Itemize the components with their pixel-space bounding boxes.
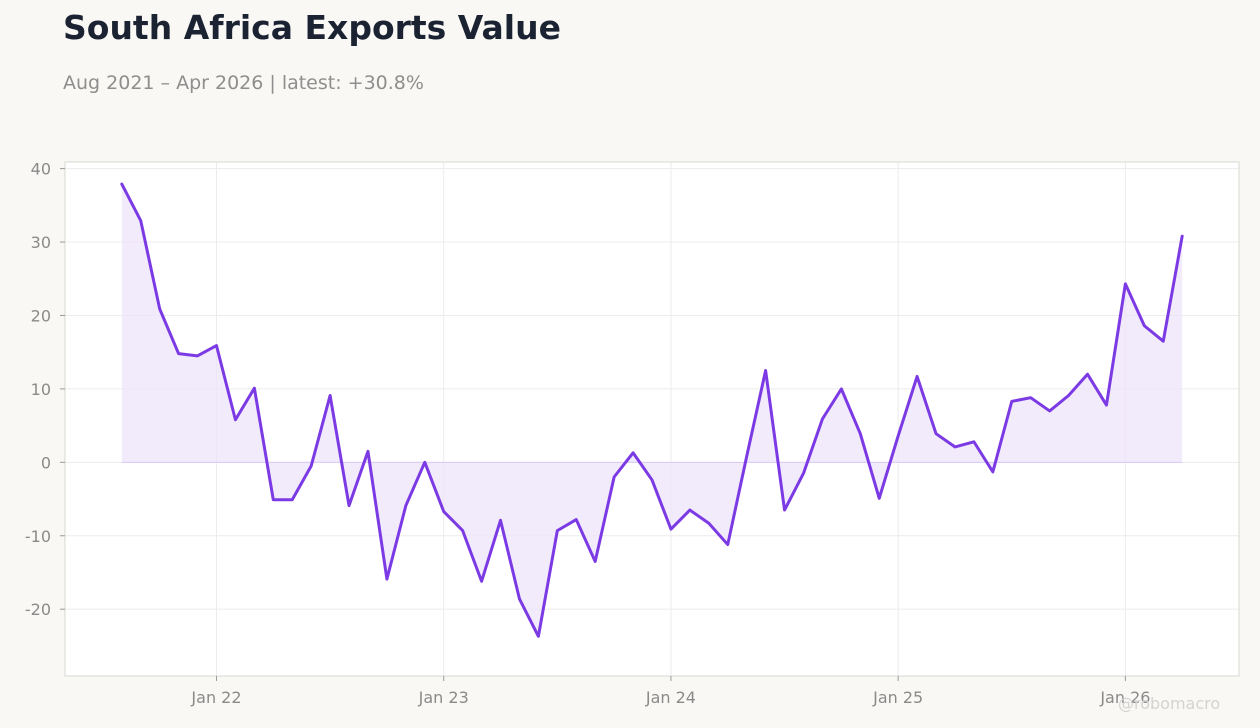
data-point	[1029, 396, 1032, 399]
data-point	[575, 518, 578, 521]
data-point	[366, 450, 369, 453]
x-tick-label: Jan 22	[190, 688, 241, 707]
data-point	[310, 464, 313, 467]
data-point	[726, 543, 729, 546]
watermark: @robomacro	[1118, 694, 1221, 713]
data-point	[688, 509, 691, 512]
data-point	[802, 472, 805, 475]
data-point	[1010, 400, 1013, 403]
x-tick-label: Jan 25	[872, 688, 923, 707]
y-tick-label: 30	[31, 233, 51, 252]
data-point	[897, 434, 900, 437]
data-point	[291, 498, 294, 501]
data-point	[594, 560, 597, 563]
data-point	[348, 504, 351, 507]
data-point	[651, 478, 654, 481]
data-point	[840, 387, 843, 390]
data-point	[745, 455, 748, 458]
data-point	[669, 528, 672, 531]
data-point	[215, 344, 218, 347]
data-point	[1181, 235, 1184, 238]
data-point	[499, 519, 502, 522]
data-point	[158, 307, 161, 310]
data-point	[1124, 282, 1127, 285]
data-point	[878, 497, 881, 500]
area-fill	[121, 184, 1183, 637]
data-point	[139, 219, 142, 222]
data-point	[764, 369, 767, 372]
y-tick-label: -10	[25, 527, 51, 546]
y-tick-label: 40	[31, 160, 51, 179]
data-point	[1086, 373, 1089, 376]
y-tick-label: 20	[31, 306, 51, 325]
data-point	[461, 529, 464, 532]
data-point	[1105, 404, 1108, 407]
data-point	[1067, 394, 1070, 397]
y-tick-label: 10	[31, 380, 51, 399]
data-point	[556, 529, 559, 532]
chart-subtitle: Aug 2021 – Apr 2026 | latest: +30.8%	[63, 72, 424, 94]
data-point	[480, 580, 483, 583]
data-point	[821, 418, 824, 421]
series-line	[120, 182, 1184, 638]
x-tick-label: Jan 23	[418, 688, 469, 707]
data-point	[1162, 340, 1165, 343]
data-point	[707, 522, 710, 525]
data-point	[385, 578, 388, 581]
data-point	[953, 445, 956, 448]
data-point	[234, 418, 237, 421]
data-point	[177, 352, 180, 355]
data-point	[272, 498, 275, 501]
data-point	[442, 510, 445, 513]
y-tick-label: -20	[25, 600, 51, 619]
x-tick-label: Jan 24	[645, 688, 696, 707]
data-point	[916, 375, 919, 378]
data-point	[518, 597, 521, 600]
data-point	[613, 476, 616, 479]
data-point	[935, 432, 938, 435]
y-tick-label: 0	[41, 453, 51, 472]
x-tick-label: Jan 26	[1099, 688, 1150, 707]
data-point	[423, 461, 426, 464]
data-point	[632, 451, 635, 454]
data-point	[253, 387, 256, 390]
data-point	[783, 509, 786, 512]
data-point	[1048, 409, 1051, 412]
chart-title: South Africa Exports Value	[63, 8, 561, 47]
data-point	[991, 470, 994, 473]
data-point	[404, 504, 407, 507]
data-point	[537, 635, 540, 638]
data-point	[329, 394, 332, 397]
data-point	[196, 354, 199, 357]
data-point	[972, 440, 975, 443]
plot-frame	[64, 161, 1240, 677]
data-point	[859, 432, 862, 435]
data-point	[120, 183, 123, 186]
data-point	[1143, 324, 1146, 327]
